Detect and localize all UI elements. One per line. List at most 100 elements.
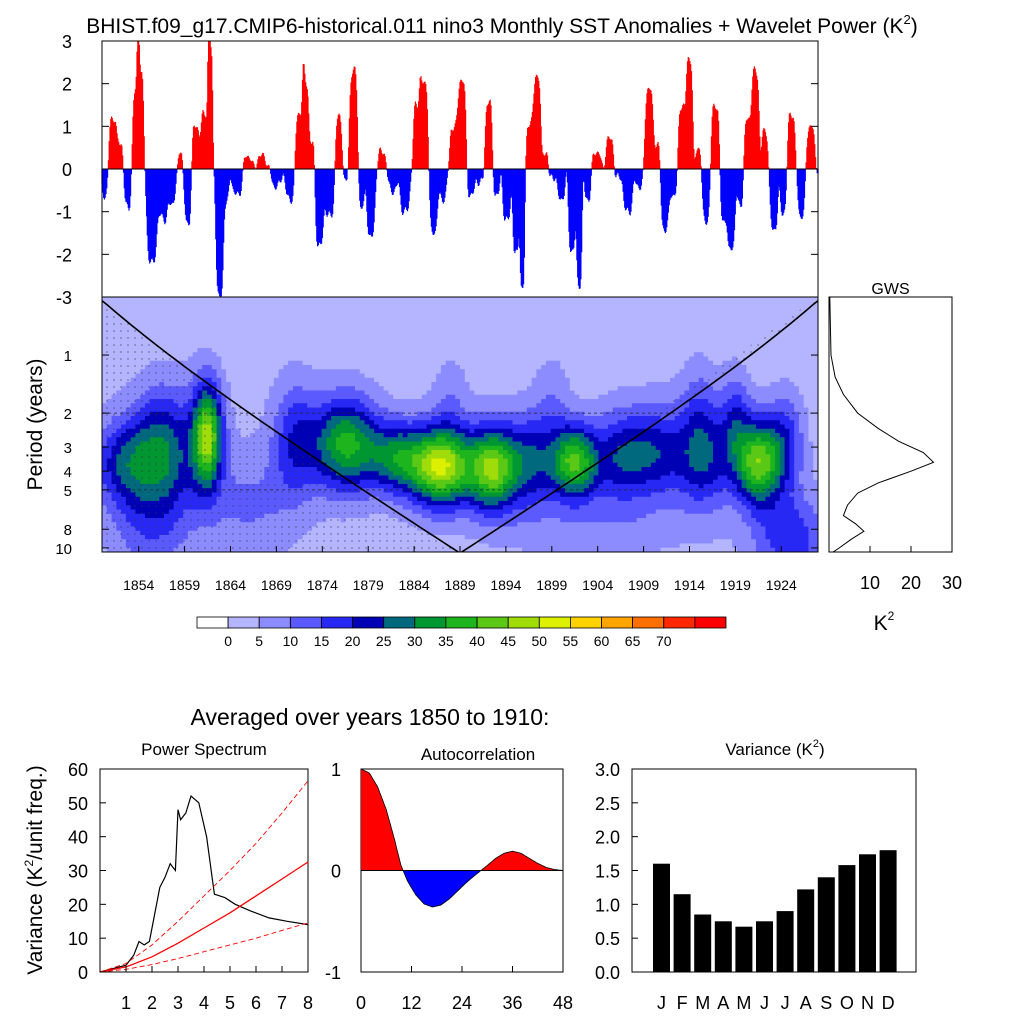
power-cell (331, 408, 336, 413)
power-cell (737, 297, 742, 302)
power-cell (150, 301, 155, 306)
power-cell (484, 369, 489, 374)
power-cell (274, 327, 279, 332)
power-cell (646, 369, 651, 374)
power-cell (608, 335, 613, 340)
power-cell (675, 348, 680, 353)
power-cell (727, 301, 732, 306)
power-cell (431, 399, 436, 404)
power-cell (384, 429, 389, 434)
power-cell (575, 412, 580, 417)
power-cell (260, 340, 265, 345)
power-cell (345, 340, 350, 345)
power-cell (384, 374, 389, 379)
power-cell (498, 344, 503, 349)
power-cell (579, 374, 584, 379)
power-cell (785, 306, 790, 311)
power-cell (742, 327, 747, 332)
power-cell (207, 348, 212, 353)
power-cell (193, 323, 198, 328)
power-cell (207, 301, 212, 306)
power-cell (660, 395, 665, 400)
power-cell (360, 374, 365, 379)
power-cell (446, 403, 451, 408)
power-cell (403, 306, 408, 311)
power-cell (551, 399, 556, 404)
power-cell (608, 318, 613, 323)
power-cell (479, 386, 484, 391)
power-cell (350, 335, 355, 340)
power-cell (484, 378, 489, 383)
power-cell (513, 340, 518, 345)
power-cell (298, 340, 303, 345)
power-cell (589, 408, 594, 413)
power-cell (288, 365, 293, 370)
power-cell (298, 425, 303, 430)
power-cell (732, 348, 737, 353)
power-cell (279, 306, 284, 311)
power-cell (245, 335, 250, 340)
power-cell (288, 344, 293, 349)
power-cell (670, 318, 675, 323)
power-cell (317, 386, 322, 391)
power-cell (131, 310, 136, 315)
power-cell (675, 314, 680, 319)
power-cell (470, 425, 475, 430)
power-cell (608, 403, 613, 408)
power-cell (498, 399, 503, 404)
power-cell (446, 412, 451, 417)
power-cell (360, 344, 365, 349)
power-cell (441, 352, 446, 357)
power-cell (765, 301, 770, 306)
power-cell (484, 395, 489, 400)
power-cell (183, 340, 188, 345)
power-cell (527, 416, 532, 421)
power-cell (236, 361, 241, 366)
power-cell (207, 352, 212, 357)
power-cell (594, 314, 599, 319)
power-cell (250, 403, 255, 408)
power-cell (756, 301, 761, 306)
power-cell (379, 391, 384, 396)
power-cell (269, 301, 274, 306)
power-cell (665, 357, 670, 362)
power-cell (197, 344, 202, 349)
power-cell (608, 314, 613, 319)
averaged-heading: Averaged over years 1850 to 1910: (191, 704, 550, 730)
power-cell (470, 378, 475, 383)
power-cell (350, 429, 355, 434)
power-cell (331, 429, 336, 434)
power-cell (675, 327, 680, 332)
power-cell (236, 297, 241, 302)
power-cell (388, 310, 393, 315)
power-cell (226, 357, 231, 362)
power-cell (250, 391, 255, 396)
power-cell (317, 340, 322, 345)
power-cell (369, 416, 374, 421)
power-cell (169, 348, 174, 353)
power-cell (641, 386, 646, 391)
power-cell (684, 382, 689, 387)
power-cell (341, 408, 346, 413)
power-cell (441, 348, 446, 353)
power-cell (312, 335, 317, 340)
power-cell (240, 374, 245, 379)
power-cell (135, 314, 140, 319)
power-cell (407, 348, 412, 353)
power-cell (322, 416, 327, 421)
power-cell (503, 331, 508, 336)
power-cell (412, 314, 417, 319)
power-cell (398, 433, 403, 438)
power-cell (694, 361, 699, 366)
power-cell (441, 361, 446, 366)
power-cell (460, 433, 465, 438)
power-cell (422, 399, 427, 404)
power-cell (317, 310, 322, 315)
power-cell (532, 369, 537, 374)
power-cell (293, 416, 298, 421)
power-cell (618, 297, 623, 302)
power-cell (770, 314, 775, 319)
power-cell (283, 369, 288, 374)
power-cell (470, 335, 475, 340)
power-cell (331, 297, 336, 302)
